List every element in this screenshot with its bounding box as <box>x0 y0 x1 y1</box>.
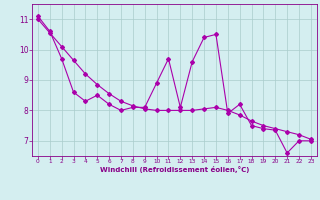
X-axis label: Windchill (Refroidissement éolien,°C): Windchill (Refroidissement éolien,°C) <box>100 166 249 173</box>
